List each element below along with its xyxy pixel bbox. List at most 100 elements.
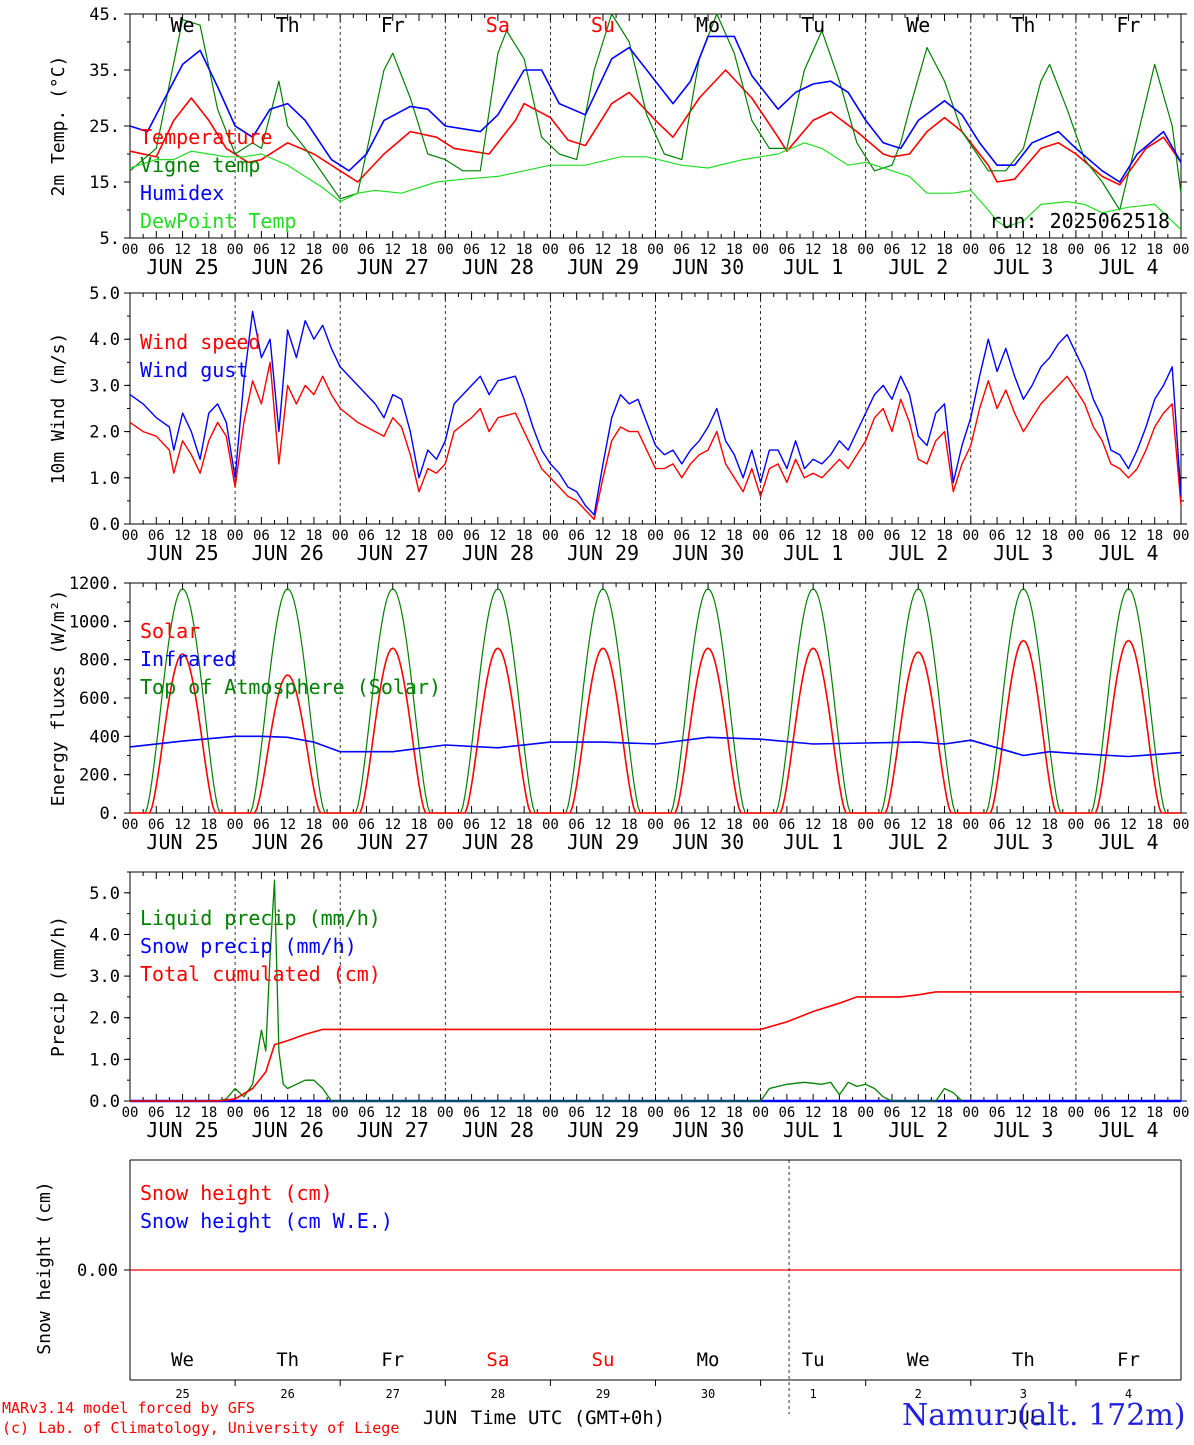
day-of-month-label: 28 xyxy=(491,1387,505,1401)
hour-tick-label: 00 xyxy=(437,242,454,258)
date-label: JUN 26 xyxy=(252,830,324,854)
date-label: JUL 1 xyxy=(783,541,843,565)
hour-tick-label: 06 xyxy=(358,528,375,544)
hour-tick-label: 12 xyxy=(910,242,927,258)
hour-tick-label: 06 xyxy=(778,1105,795,1121)
hour-tick-label: 18 xyxy=(831,1105,848,1121)
y-tick-label: 3.0 xyxy=(89,967,120,987)
hour-tick-label: 00 xyxy=(542,1105,559,1121)
series-line xyxy=(129,310,1182,516)
hour-tick-label: 18 xyxy=(1041,528,1058,544)
weekday-label: Mo xyxy=(697,1349,720,1371)
hour-tick-label: 12 xyxy=(279,817,296,833)
weekday-label: Su xyxy=(591,13,615,37)
date-label: JUN 29 xyxy=(567,255,639,279)
hour-tick-label: 00 xyxy=(857,242,874,258)
hour-tick-label: 12 xyxy=(805,1105,822,1121)
y-axis-label: Snow height (cm) xyxy=(34,1181,55,1354)
hour-tick-label: 12 xyxy=(805,528,822,544)
series-line xyxy=(129,361,1182,521)
hour-tick-label: 18 xyxy=(1146,242,1163,258)
series-line xyxy=(129,735,1182,758)
hour-tick-label: 18 xyxy=(516,528,533,544)
hour-tick-label: 12 xyxy=(910,817,927,833)
date-label: JUN 25 xyxy=(146,541,218,565)
weekday-label: Th xyxy=(276,13,300,37)
hour-tick-label: 18 xyxy=(831,528,848,544)
date-label: JUN 28 xyxy=(462,255,534,279)
hour-tick-label: 12 xyxy=(1015,817,1032,833)
hour-tick-label: 06 xyxy=(884,1105,901,1121)
hour-tick-label: 12 xyxy=(174,1105,191,1121)
hour-tick-label: 00 xyxy=(962,817,979,833)
date-label: JUL 4 xyxy=(1098,1118,1158,1142)
hour-tick-label: 12 xyxy=(595,817,612,833)
hour-tick-label: 00 xyxy=(122,242,139,258)
day-of-month-label: 25 xyxy=(175,1387,189,1401)
hour-tick-label: 12 xyxy=(489,1105,506,1121)
hour-tick-label: 00 xyxy=(962,1105,979,1121)
month-label: JUN xyxy=(423,1407,457,1429)
hour-tick-label: 00 xyxy=(1173,1105,1190,1121)
hour-tick-label: 12 xyxy=(700,1105,717,1121)
legend-entry: Snow height (cm W.E.) xyxy=(140,1209,393,1233)
hour-tick-label: 18 xyxy=(1041,1105,1058,1121)
hour-tick-label: 06 xyxy=(463,817,480,833)
hour-tick-label: 18 xyxy=(621,1105,638,1121)
hour-tick-label: 00 xyxy=(542,817,559,833)
hour-tick-label: 00 xyxy=(1067,242,1084,258)
hour-tick-label: 18 xyxy=(516,817,533,833)
hour-tick-label: 12 xyxy=(489,242,506,258)
date-label: JUL 2 xyxy=(888,255,948,279)
lab-credit: (c) Lab. of Climatology, University of L… xyxy=(2,1419,400,1437)
hour-tick-label: 06 xyxy=(148,1105,165,1121)
date-label: JUN 26 xyxy=(252,255,324,279)
legend-entry: Snow height (cm) xyxy=(140,1181,333,1205)
hour-tick-label: 18 xyxy=(726,1105,743,1121)
hour-tick-label: 18 xyxy=(726,528,743,544)
hour-tick-label: 06 xyxy=(148,242,165,258)
y-tick-label: 1.0 xyxy=(89,1050,120,1070)
hour-tick-label: 06 xyxy=(1094,817,1111,833)
hour-tick-label: 06 xyxy=(463,1105,480,1121)
hour-tick-label: 06 xyxy=(989,1105,1006,1121)
y-tick-label: 600. xyxy=(79,689,120,709)
hour-tick-label: 18 xyxy=(936,242,953,258)
hour-tick-label: 18 xyxy=(1146,1105,1163,1121)
hour-tick-label: 06 xyxy=(1094,1105,1111,1121)
hour-tick-label: 12 xyxy=(910,1105,927,1121)
date-label: JUL 1 xyxy=(783,830,843,854)
date-label: JUN 28 xyxy=(462,1118,534,1142)
y-axis-label: Energy fluxes (W/m²) xyxy=(48,590,69,807)
hour-tick-label: 12 xyxy=(489,528,506,544)
date-label: JUN 29 xyxy=(567,541,639,565)
hour-tick-label: 18 xyxy=(305,1105,322,1121)
hour-tick-label: 06 xyxy=(673,242,690,258)
hour-tick-label: 06 xyxy=(253,817,270,833)
hour-tick-label: 00 xyxy=(227,817,244,833)
hour-tick-label: 00 xyxy=(542,528,559,544)
legend-entry: Top of Atmosphere (Solar) xyxy=(140,675,441,699)
hour-tick-label: 18 xyxy=(411,528,428,544)
hour-tick-label: 18 xyxy=(200,528,217,544)
hour-tick-label: 18 xyxy=(1041,817,1058,833)
date-label: JUN 30 xyxy=(672,830,744,854)
day-of-month-label: 3 xyxy=(1020,1387,1027,1401)
hour-tick-label: 18 xyxy=(726,817,743,833)
hour-tick-label: 12 xyxy=(910,528,927,544)
hour-tick-label: 18 xyxy=(200,817,217,833)
y-axis-label: 2m Temp. (°C) xyxy=(48,56,69,197)
hour-tick-label: 06 xyxy=(884,242,901,258)
hour-tick-label: 00 xyxy=(647,242,664,258)
date-label: JUN 25 xyxy=(146,255,218,279)
hour-tick-label: 12 xyxy=(595,528,612,544)
hour-tick-label: 12 xyxy=(1120,242,1137,258)
hour-tick-label: 12 xyxy=(595,1105,612,1121)
hour-tick-label: 06 xyxy=(148,817,165,833)
weekday-label: Fr xyxy=(381,1349,404,1371)
weekday-label: Tu xyxy=(802,1349,825,1371)
hour-tick-label: 00 xyxy=(752,1105,769,1121)
hour-tick-label: 06 xyxy=(989,817,1006,833)
date-label: JUL 3 xyxy=(993,541,1053,565)
hour-tick-label: 06 xyxy=(778,817,795,833)
